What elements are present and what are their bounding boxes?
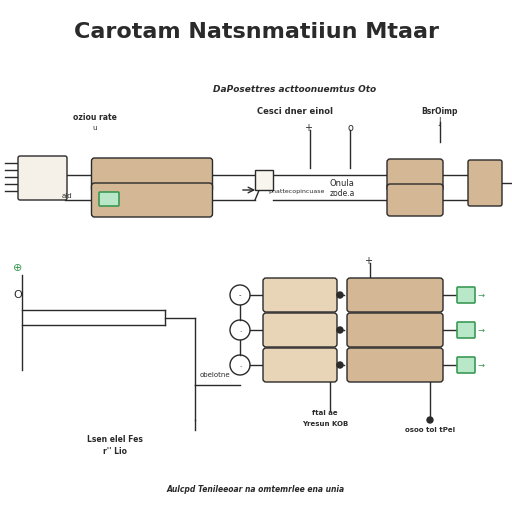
Text: +: + bbox=[304, 123, 312, 133]
Text: BsrOimp: BsrOimp bbox=[422, 108, 458, 117]
Text: obelotne: obelotne bbox=[200, 372, 230, 378]
Text: .: . bbox=[239, 362, 241, 368]
Circle shape bbox=[337, 327, 343, 333]
FancyBboxPatch shape bbox=[468, 160, 502, 206]
Circle shape bbox=[427, 417, 433, 423]
Text: Carotam Natsnmatiiun Mtaar: Carotam Natsnmatiiun Mtaar bbox=[74, 22, 438, 42]
Text: ftal ae: ftal ae bbox=[312, 410, 338, 416]
Text: r'' Lio: r'' Lio bbox=[103, 447, 127, 457]
Text: →: → bbox=[477, 290, 484, 300]
Text: DaPosettres acttoonuemtus Oto: DaPosettres acttoonuemtus Oto bbox=[214, 86, 376, 95]
Text: Aulcpd Tenileeoar na omtemrlee ena unia: Aulcpd Tenileeoar na omtemrlee ena unia bbox=[167, 485, 345, 495]
Text: J: J bbox=[439, 117, 441, 126]
FancyBboxPatch shape bbox=[457, 287, 475, 303]
FancyBboxPatch shape bbox=[263, 313, 337, 347]
FancyBboxPatch shape bbox=[347, 278, 443, 312]
Text: osoo tol tPel: osoo tol tPel bbox=[405, 427, 455, 433]
Text: Cesci dner einol: Cesci dner einol bbox=[257, 108, 333, 117]
Text: oziou rate: oziou rate bbox=[73, 114, 117, 122]
FancyBboxPatch shape bbox=[99, 192, 119, 206]
Text: u: u bbox=[93, 125, 97, 131]
Text: Onula: Onula bbox=[330, 179, 355, 187]
FancyBboxPatch shape bbox=[18, 156, 67, 200]
Text: O: O bbox=[14, 290, 23, 300]
Text: Yresun KOB: Yresun KOB bbox=[302, 421, 348, 427]
Text: o: o bbox=[347, 123, 353, 133]
FancyBboxPatch shape bbox=[263, 278, 337, 312]
FancyBboxPatch shape bbox=[387, 159, 443, 191]
FancyBboxPatch shape bbox=[347, 313, 443, 347]
Text: +: + bbox=[364, 256, 372, 266]
FancyBboxPatch shape bbox=[92, 183, 212, 217]
Text: .: . bbox=[239, 327, 241, 333]
FancyBboxPatch shape bbox=[92, 158, 212, 192]
FancyBboxPatch shape bbox=[347, 348, 443, 382]
Text: Lsen elel Fes: Lsen elel Fes bbox=[87, 436, 143, 444]
Text: ⊕: ⊕ bbox=[13, 263, 23, 273]
Text: ald: ald bbox=[61, 193, 72, 199]
Circle shape bbox=[337, 292, 343, 298]
FancyBboxPatch shape bbox=[387, 184, 443, 216]
Text: -: - bbox=[239, 292, 241, 298]
Circle shape bbox=[337, 362, 343, 368]
Text: pnattecopincuase: pnattecopincuase bbox=[268, 189, 325, 195]
FancyBboxPatch shape bbox=[255, 170, 273, 190]
Text: →: → bbox=[477, 360, 484, 370]
Text: zode.a: zode.a bbox=[330, 189, 355, 199]
FancyBboxPatch shape bbox=[263, 348, 337, 382]
Text: →: → bbox=[477, 326, 484, 334]
FancyBboxPatch shape bbox=[457, 322, 475, 338]
FancyBboxPatch shape bbox=[457, 357, 475, 373]
